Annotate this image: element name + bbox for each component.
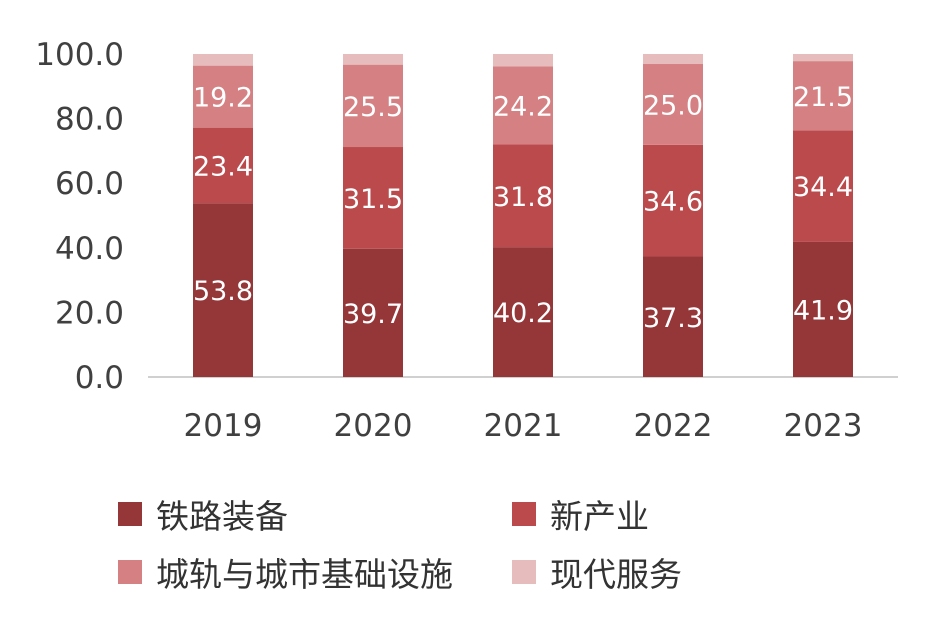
y-tick-label: 0.0	[75, 360, 124, 396]
y-tick-label: 60.0	[55, 166, 124, 202]
data-label: 31.5	[343, 184, 403, 215]
bar-segment	[793, 130, 853, 242]
x-tick-label: 2022	[634, 408, 713, 444]
x-tick-label: 2019	[184, 408, 263, 444]
y-tick-label: 20.0	[55, 295, 124, 331]
bar-segment	[193, 127, 253, 204]
y-tick-label: 40.0	[55, 231, 124, 267]
bar-segment	[793, 54, 853, 62]
data-label: 34.6	[643, 187, 703, 218]
x-axis-ticks: 2019 2020 2021 2022 2023	[184, 408, 863, 444]
bar-segment	[193, 203, 253, 377]
y-tick-label: 80.0	[55, 102, 124, 138]
bar-segment	[793, 241, 853, 377]
bar-segment	[493, 66, 553, 145]
bar-segment	[643, 54, 703, 65]
bar-segment	[643, 256, 703, 377]
bar-segment	[343, 147, 403, 249]
data-label: 25.5	[343, 92, 403, 123]
bar-segment	[343, 54, 403, 65]
data-label: 21.5	[793, 82, 853, 113]
data-label: 23.4	[193, 151, 253, 182]
x-tick-label: 2021	[484, 408, 563, 444]
bar-segment	[643, 64, 703, 145]
data-label: 25.0	[643, 90, 703, 121]
bar-segment	[193, 54, 253, 66]
bar-segment	[643, 144, 703, 257]
data-label: 39.7	[343, 299, 403, 330]
x-tick-label: 2023	[784, 408, 863, 444]
bar-segment	[343, 64, 403, 148]
bars: 53.8 23.4 19.2 39.7 31.5 25.5 40.2 31.8 24.2 37.3…	[193, 54, 853, 377]
data-label: 37.3	[643, 303, 703, 334]
bar-segment	[193, 65, 253, 128]
x-tick-label: 2020	[334, 408, 413, 444]
data-label: 34.4	[793, 172, 853, 203]
bar-segment	[793, 61, 853, 131]
data-label: 19.2	[193, 83, 253, 114]
data-label: 31.8	[493, 182, 553, 213]
data-label: 41.9	[793, 295, 853, 326]
data-label: 24.2	[493, 91, 553, 122]
data-label: 40.2	[493, 298, 553, 329]
y-tick-label: 100.0	[35, 37, 124, 73]
bar-segment	[493, 54, 553, 67]
bar-segment	[493, 144, 553, 248]
data-label: 53.8	[193, 276, 253, 307]
bar-segment	[343, 248, 403, 377]
y-axis-ticks: 0.0 20.0 40.0 60.0 80.0 100.0	[35, 37, 124, 396]
bar-segment	[493, 247, 553, 377]
